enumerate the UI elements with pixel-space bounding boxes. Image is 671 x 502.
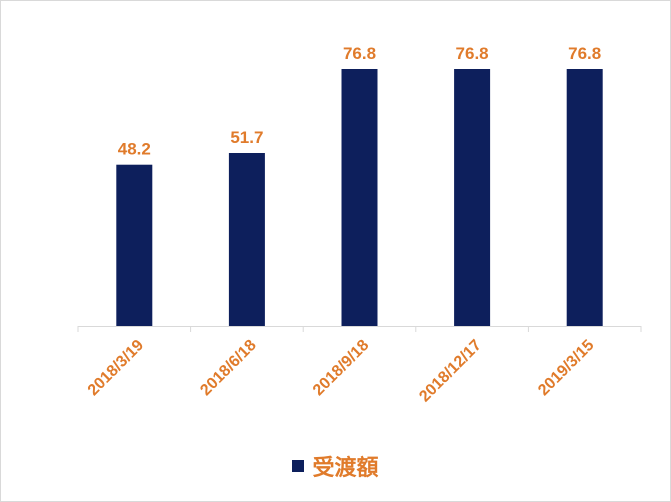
x-tick-label: 2018/9/18 xyxy=(310,337,372,399)
x-tick-label: 2018/6/18 xyxy=(197,337,259,399)
data-label: 76.8 xyxy=(456,44,489,63)
data-label: 76.8 xyxy=(343,44,376,63)
bar-2018/6/18 xyxy=(228,152,265,326)
data-label: 76.8 xyxy=(568,44,601,63)
legend: 受渡額 xyxy=(1,450,670,482)
bar-2018/3/19 xyxy=(116,164,153,326)
bar-2018/9/18 xyxy=(341,69,378,326)
data-label: 51.7 xyxy=(230,128,263,147)
x-tick-label: 2018/12/17 xyxy=(416,337,485,406)
x-tick-label: 2018/3/19 xyxy=(85,337,147,399)
bar-2019/3/15 xyxy=(566,69,603,326)
x-tick-label: 2019/3/15 xyxy=(535,337,597,399)
bar-2018/12/17 xyxy=(454,69,491,326)
data-label: 48.2 xyxy=(118,140,151,159)
legend-label: 受渡額 xyxy=(312,456,379,481)
legend-swatch xyxy=(292,460,305,472)
